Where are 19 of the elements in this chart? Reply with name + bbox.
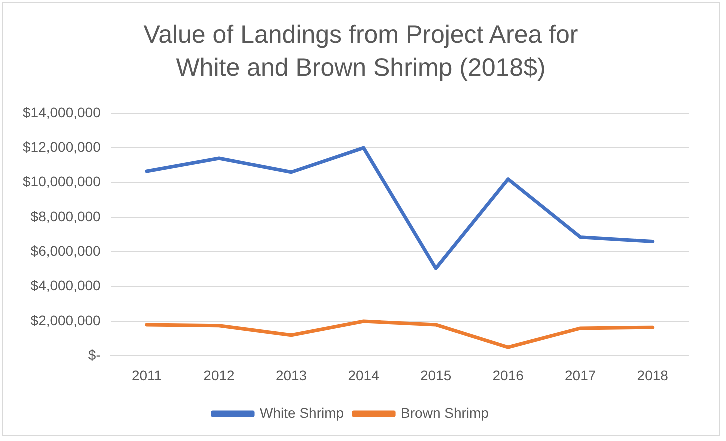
legend-label: Brown Shrimp bbox=[401, 404, 490, 421]
legend-label: White Shrimp bbox=[260, 404, 344, 421]
x-tick-label: 2011 bbox=[132, 367, 162, 384]
y-tick-label: $4,000,000 bbox=[30, 278, 102, 294]
x-tick-label: 2016 bbox=[492, 367, 524, 384]
x-tick-label: 2018 bbox=[637, 367, 669, 384]
y-tick-label: $- bbox=[88, 347, 102, 364]
y-tick-label: $6,000,000 bbox=[30, 243, 102, 259]
chart-title: Value of Landings from Project Area for White and Brown Shrimp (2018$) bbox=[142, 20, 580, 84]
x-tick-label: 2017 bbox=[565, 367, 596, 384]
x-tick-label: 2012 bbox=[204, 367, 236, 384]
y-tick-label: $2,000,000 bbox=[30, 312, 102, 328]
y-tick-label: $10,000,000 bbox=[22, 174, 102, 190]
x-tick-label: 2014 bbox=[348, 367, 380, 384]
y-tick-label: $12,000,000 bbox=[22, 138, 102, 155]
y-tick-label: $8,000,000 bbox=[30, 208, 102, 224]
x-tick-label: 2015 bbox=[420, 367, 452, 384]
x-tick-label: 2013 bbox=[276, 367, 308, 384]
y-tick-label: $14,000,000 bbox=[22, 104, 102, 120]
